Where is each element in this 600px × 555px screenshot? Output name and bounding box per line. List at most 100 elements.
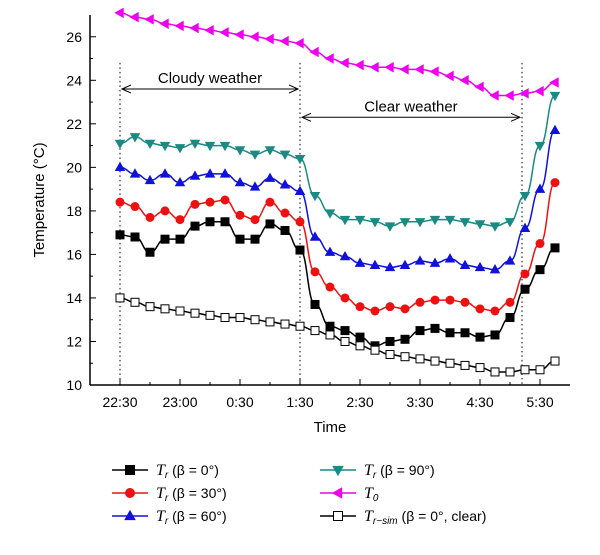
x-tick-label: 2:30 xyxy=(346,394,373,410)
data-point xyxy=(489,90,499,101)
data-point xyxy=(340,336,350,346)
data-point xyxy=(160,304,170,314)
data-point xyxy=(295,321,305,331)
data-point xyxy=(115,197,125,207)
data-point xyxy=(385,350,395,360)
data-point xyxy=(414,64,424,75)
legend-label: Tr (β = 30°) xyxy=(156,485,227,504)
data-point xyxy=(280,225,290,235)
data-point xyxy=(205,310,215,320)
data-point xyxy=(549,77,559,88)
data-point xyxy=(370,306,380,316)
data-point xyxy=(324,246,336,256)
data-point xyxy=(399,218,411,228)
data-point xyxy=(490,367,500,377)
legend-marker xyxy=(124,509,136,521)
data-point xyxy=(115,293,125,303)
y-tick-label: 12 xyxy=(66,333,82,349)
data-point xyxy=(294,38,304,49)
data-point xyxy=(280,319,290,329)
legend-label: Tr (β = 0°) xyxy=(156,462,219,481)
data-point xyxy=(204,24,214,36)
series-1 xyxy=(115,178,560,316)
data-point xyxy=(339,57,349,69)
data-point xyxy=(264,146,276,156)
series-line xyxy=(119,221,556,347)
data-point xyxy=(234,176,246,187)
data-point xyxy=(189,170,201,180)
x-tick-label: 0:30 xyxy=(226,394,253,410)
legend-entry-2: Tr (β = 60°) xyxy=(112,508,227,527)
clear-weather-label: Clear weather xyxy=(364,98,457,115)
data-point xyxy=(430,323,440,333)
x-tick-label: 4:30 xyxy=(466,394,493,410)
data-point xyxy=(265,219,275,229)
data-point xyxy=(279,150,291,160)
data-point xyxy=(370,345,380,355)
data-point xyxy=(129,133,141,143)
data-point xyxy=(384,261,396,272)
y-tick-label: 26 xyxy=(66,29,82,45)
data-point xyxy=(279,179,291,189)
data-point xyxy=(234,29,244,40)
data-point xyxy=(474,220,486,230)
data-point xyxy=(264,33,274,45)
data-point xyxy=(490,330,500,340)
data-point xyxy=(339,215,351,226)
y-tick-label: 20 xyxy=(66,159,82,175)
data-point xyxy=(549,124,561,135)
data-point xyxy=(355,332,365,342)
data-point xyxy=(145,212,155,222)
data-point xyxy=(430,295,440,305)
data-point xyxy=(205,217,215,227)
data-point xyxy=(189,22,199,34)
series-line xyxy=(119,94,556,227)
data-point xyxy=(490,306,500,316)
x-tick-label: 22:30 xyxy=(102,394,137,410)
data-point xyxy=(309,191,321,202)
data-point xyxy=(430,356,440,366)
y-axis-label: Temperature (°C) xyxy=(31,142,48,257)
data-point xyxy=(190,308,200,318)
data-point xyxy=(415,297,425,307)
data-point xyxy=(114,139,126,150)
data-point xyxy=(235,234,245,244)
data-point xyxy=(385,336,395,346)
data-point xyxy=(550,356,560,366)
series-line xyxy=(119,181,556,312)
data-point xyxy=(325,282,335,292)
data-point xyxy=(399,64,409,75)
data-point xyxy=(400,304,410,314)
data-point xyxy=(325,321,335,331)
data-point xyxy=(475,332,485,342)
data-point xyxy=(144,139,156,150)
data-point xyxy=(504,90,514,101)
data-point xyxy=(309,231,321,241)
data-point xyxy=(354,59,364,71)
data-point xyxy=(505,313,515,323)
data-point xyxy=(145,247,155,257)
data-point xyxy=(519,88,529,99)
data-point xyxy=(445,295,455,305)
data-point xyxy=(415,354,425,364)
data-point xyxy=(474,81,484,93)
data-point xyxy=(264,172,276,182)
data-point xyxy=(340,326,350,336)
y-tick-label: 14 xyxy=(66,290,82,306)
data-point xyxy=(535,265,545,275)
data-point xyxy=(429,257,441,267)
data-point xyxy=(250,234,260,244)
x-tick-label: 23:00 xyxy=(162,394,197,410)
data-point xyxy=(504,218,516,228)
data-point xyxy=(294,154,306,165)
data-point xyxy=(159,141,171,152)
y-tick-label: 24 xyxy=(66,72,82,88)
data-point xyxy=(505,367,515,377)
data-point xyxy=(129,168,141,178)
legend-entry-1: Tr (β = 30°) xyxy=(112,485,227,504)
data-point xyxy=(190,199,200,209)
data-point xyxy=(234,146,246,156)
data-point xyxy=(459,75,469,86)
data-point xyxy=(505,297,515,307)
x-tick-label: 3:30 xyxy=(406,394,433,410)
